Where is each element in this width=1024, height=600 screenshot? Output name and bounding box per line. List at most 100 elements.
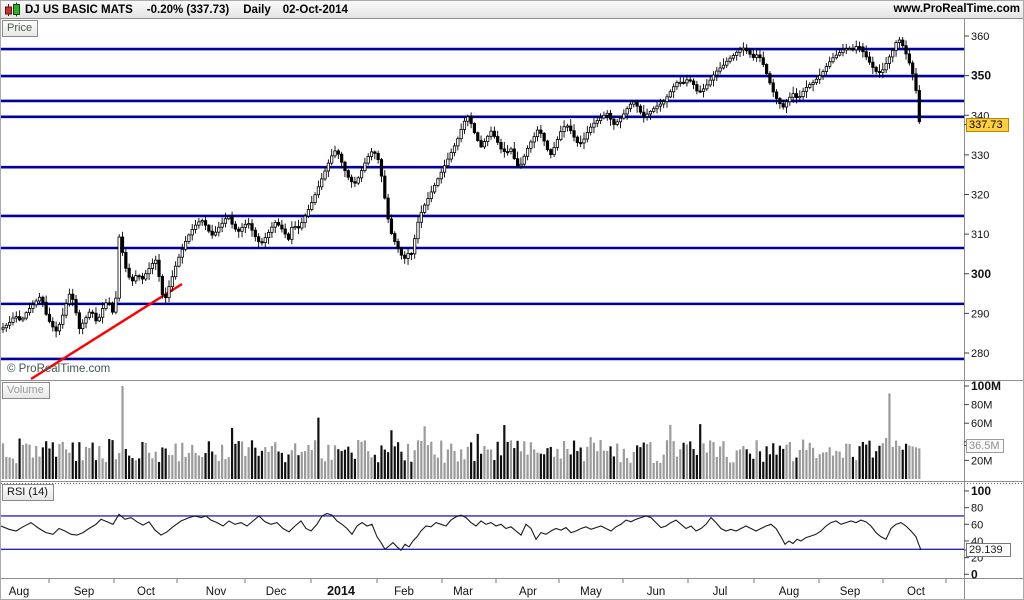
month-label: Dec — [266, 586, 287, 598]
candle-body — [516, 158, 520, 167]
candle-body — [655, 105, 659, 110]
candle-body — [708, 79, 712, 86]
volume-bar — [792, 461, 795, 479]
candle-body — [240, 226, 244, 232]
volume-bar — [526, 454, 529, 479]
candle-body — [197, 221, 201, 226]
candle-body — [263, 237, 267, 244]
candle-body — [316, 186, 321, 196]
candle-body — [572, 130, 576, 138]
candle-body — [436, 178, 440, 186]
volume-bar — [254, 447, 257, 479]
candle-body — [472, 123, 477, 134]
volume-bar — [735, 450, 738, 479]
candle-body — [662, 101, 666, 105]
candle-body — [838, 52, 842, 56]
volume-bar — [582, 461, 586, 479]
volume-bar — [31, 457, 34, 479]
volume-bar — [45, 441, 48, 479]
volume-bar — [503, 425, 506, 479]
candle-body — [768, 73, 772, 84]
volume-bar — [818, 454, 821, 479]
instrument-name: DJ US BASIC MATS — [25, 3, 133, 16]
candle-body — [695, 84, 699, 92]
rsi-axis-label: 100 — [971, 484, 991, 498]
candle-body — [645, 113, 649, 118]
volume-bar — [513, 448, 516, 479]
candle-body — [1, 327, 5, 330]
volume-bar — [237, 441, 240, 479]
candle-body — [911, 62, 915, 75]
candle-body — [758, 54, 762, 59]
candle-body — [562, 126, 566, 133]
candle-body — [721, 64, 726, 69]
volume-bar — [569, 454, 572, 479]
candle-body — [223, 218, 228, 224]
candle-body — [114, 297, 118, 313]
tab-rsi[interactable]: RSI (14) — [2, 484, 54, 501]
volume-bar — [486, 449, 489, 479]
candle-body — [313, 194, 317, 203]
candle-body — [47, 313, 52, 322]
volume-bar — [436, 457, 440, 479]
candle-body — [257, 236, 261, 243]
volume-bar — [174, 443, 177, 479]
candle-body — [247, 223, 251, 226]
last-price-badge: 337.73 — [966, 118, 1009, 132]
rsi-axis-label: 80 — [971, 503, 983, 515]
volume-bar — [171, 455, 174, 479]
volume-bar — [831, 455, 835, 479]
candle-body — [346, 170, 350, 178]
candle-body — [761, 57, 765, 65]
volume-bar — [413, 450, 416, 479]
month-label: Nov — [206, 586, 227, 598]
candle-body — [154, 259, 158, 264]
tab-price[interactable]: Price — [2, 20, 39, 37]
tab-volume[interactable]: Volume — [2, 382, 50, 399]
volume-bar — [270, 446, 274, 479]
candle-body — [539, 129, 543, 134]
volume-bar — [320, 458, 323, 479]
month-label: Apr — [519, 586, 537, 598]
candle-body — [237, 228, 241, 232]
volume-bar — [214, 454, 217, 479]
volume-bar — [48, 448, 51, 479]
candle-body — [668, 91, 672, 98]
candle-body — [389, 218, 394, 234]
volume-bar — [914, 447, 918, 479]
rsi-axis-label: 0 — [971, 567, 978, 581]
candle-body — [715, 70, 719, 76]
candle-body — [824, 65, 828, 72]
volume-bar — [221, 444, 224, 479]
current-volume-badge: 36.5M — [966, 439, 1004, 453]
candle-body — [831, 57, 835, 63]
volume-bar — [18, 438, 21, 479]
candle-body — [373, 151, 377, 154]
candle-body — [230, 216, 234, 225]
volume-bar — [576, 451, 579, 479]
volume-bar — [456, 461, 459, 479]
candle-body — [207, 224, 211, 232]
volume-bar — [58, 444, 61, 479]
volume-bar — [659, 462, 662, 479]
candle-body — [555, 139, 560, 148]
volume-bar — [572, 440, 576, 479]
candle-body — [535, 129, 540, 138]
volume-bar — [98, 446, 101, 479]
volume-bar — [682, 442, 685, 479]
volume-bar — [157, 461, 161, 479]
volume-bar — [845, 443, 848, 479]
volume-bar — [725, 456, 728, 479]
candle-body — [333, 150, 337, 157]
candle-body — [731, 55, 736, 59]
candle-body — [31, 304, 35, 309]
candle-body — [788, 96, 792, 103]
volume-bar — [885, 438, 888, 479]
candle-body — [366, 156, 370, 164]
candle-body — [509, 148, 513, 152]
volume-bar — [294, 443, 297, 479]
volume-bar — [287, 454, 290, 479]
candle-body — [466, 116, 470, 122]
candle-body — [884, 63, 888, 71]
